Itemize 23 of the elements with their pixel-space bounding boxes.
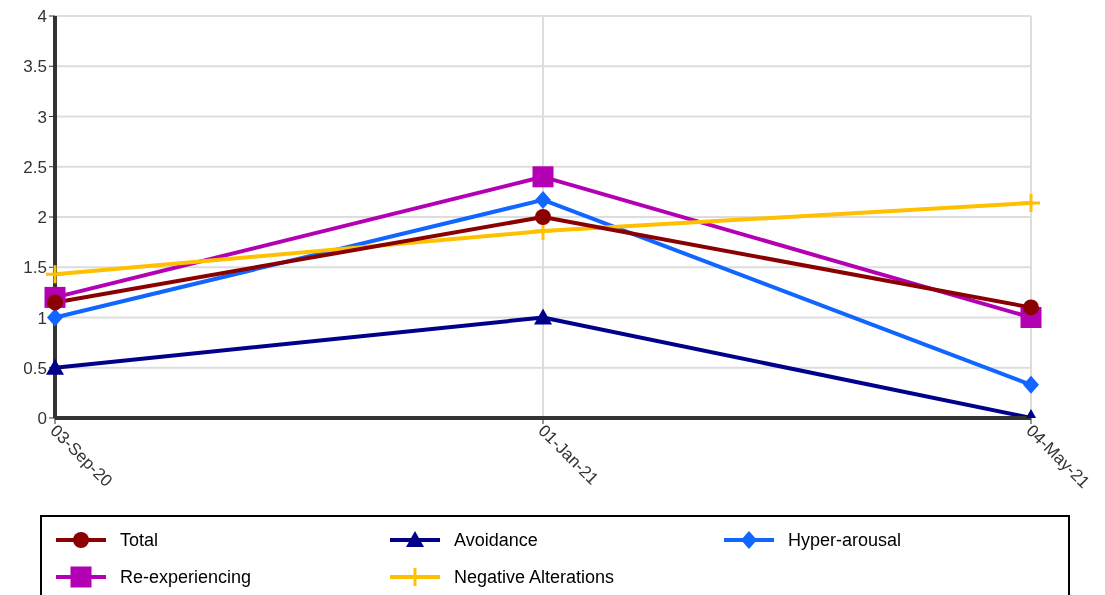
y-tick-label: 3 bbox=[37, 107, 47, 127]
legend-label: Total bbox=[120, 529, 159, 551]
legend-label: Hyper-arousal bbox=[788, 529, 902, 551]
y-tick-label: 2.5 bbox=[23, 157, 47, 177]
point bbox=[1023, 299, 1039, 316]
y-tick-label: 4 bbox=[37, 7, 47, 27]
point bbox=[47, 308, 63, 327]
point bbox=[46, 358, 64, 375]
y-tick-label: 0 bbox=[37, 409, 47, 429]
point bbox=[535, 209, 551, 225]
legend-label: Re-experiencing bbox=[120, 566, 252, 588]
point bbox=[534, 308, 552, 325]
y-tick-label: 1 bbox=[37, 308, 47, 328]
point bbox=[1020, 192, 1042, 214]
y-tick-label: 0.5 bbox=[23, 358, 47, 378]
y-tick-label: 2 bbox=[37, 208, 47, 228]
point bbox=[1023, 375, 1039, 394]
legend-label: Avoidance bbox=[454, 529, 538, 551]
point bbox=[532, 166, 554, 188]
point bbox=[535, 190, 551, 209]
y-tick-label: 1.5 bbox=[23, 258, 47, 278]
y-tick-label: 3.5 bbox=[23, 57, 47, 77]
legend-label: Negative Alterations bbox=[454, 566, 615, 588]
